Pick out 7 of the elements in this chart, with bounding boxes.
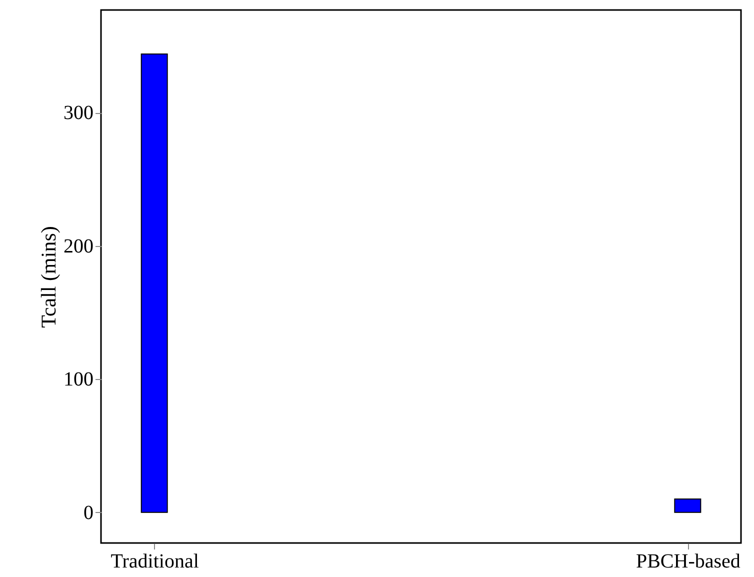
- y-tick-label: 300: [64, 102, 94, 124]
- y-tick-label: 100: [64, 368, 94, 391]
- y-tick-label: 0: [84, 502, 94, 524]
- x-tick-label: Traditional: [110, 550, 200, 572]
- x-tick-label: PBCH-based: [636, 550, 740, 572]
- y-axis-title: Tcall (mins): [36, 226, 60, 328]
- y-tick-label: 200: [64, 235, 94, 258]
